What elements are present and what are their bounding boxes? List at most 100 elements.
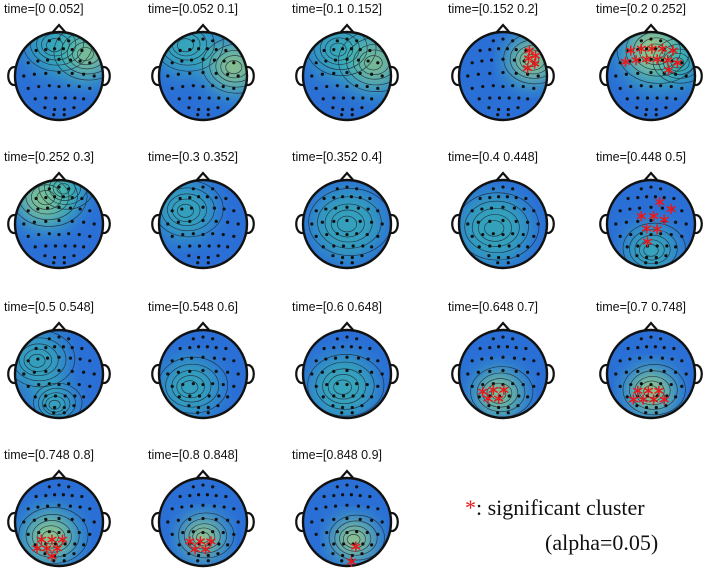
electrode-dot <box>170 86 174 90</box>
electrode-dot <box>636 369 640 373</box>
panel-time-label: time=[0.3 0.352] <box>148 150 238 164</box>
electrode-dot <box>340 261 344 265</box>
electrode-dot <box>47 485 51 489</box>
electrode-dot <box>26 61 30 65</box>
electrode-dot <box>380 74 384 78</box>
electrode-dot <box>92 372 96 376</box>
electrode-dot <box>88 384 92 388</box>
electrode-dot <box>166 74 170 78</box>
electrode-dot <box>26 384 30 388</box>
electrode-dot <box>43 404 47 408</box>
electrode-dot <box>226 395 230 399</box>
electrode-dot <box>488 71 492 75</box>
electrode-dot <box>36 505 40 509</box>
electrode-dot <box>477 245 481 249</box>
electrode-dot <box>507 244 511 248</box>
electrode-dot <box>332 71 336 75</box>
electrode-dot <box>216 552 220 556</box>
electrode-dot <box>80 48 84 53</box>
nose <box>495 23 511 34</box>
electrode-dot <box>92 520 96 524</box>
electrode-dot <box>187 552 191 556</box>
electrode-dot <box>526 97 530 101</box>
electrode-dot <box>176 518 180 522</box>
electrode-dot <box>355 232 359 236</box>
electrode-dot <box>324 357 328 361</box>
electrode-dot <box>370 395 374 399</box>
right-ear <box>102 65 111 87</box>
electrode-dot <box>380 222 384 226</box>
electrode-dot <box>491 382 495 386</box>
electrode-dot <box>166 520 170 524</box>
electrode-dot <box>57 70 61 75</box>
electrode-dot <box>177 395 181 399</box>
electrode-dot <box>684 222 688 226</box>
electrode-dot <box>664 404 668 408</box>
electrode-dot <box>489 206 494 210</box>
electrode-dot <box>659 232 663 236</box>
electrode-dot <box>47 530 51 534</box>
significant-cluster-marker <box>483 393 493 404</box>
significant-cluster-marker <box>185 536 195 547</box>
electrode-dot <box>70 494 74 498</box>
head-topomap <box>599 23 703 122</box>
electrode-dot <box>47 84 51 88</box>
electrode-dot <box>178 494 182 499</box>
electrode-dot <box>664 254 668 258</box>
electrode-dot <box>236 222 240 226</box>
electrode-dot <box>662 369 666 373</box>
electrode-dot <box>57 382 61 387</box>
electrode-dot <box>497 244 502 248</box>
significant-cluster-marker <box>200 544 211 555</box>
panel-time-label: time=[0.6 0.648] <box>292 300 382 314</box>
panel-time-label: time=[0.7 0.748] <box>596 300 686 314</box>
electrode-dot <box>649 335 653 339</box>
electrode-dot <box>360 552 364 556</box>
electrode-dot <box>196 559 200 563</box>
right-ear <box>546 363 555 385</box>
electrode-dot <box>341 345 345 349</box>
nose <box>195 171 211 182</box>
electrode-dot <box>324 59 328 63</box>
electrode-dot <box>67 485 71 489</box>
electrode-dot <box>331 552 335 556</box>
electrode-dot <box>491 337 495 341</box>
electrode-dot <box>45 58 50 62</box>
electrode-dot <box>470 209 474 213</box>
electrode-dot <box>189 356 194 360</box>
electrode-dot <box>221 232 225 237</box>
electrode-dot <box>644 411 648 415</box>
significant-cluster-marker <box>663 64 674 76</box>
head-outline <box>457 30 549 122</box>
electrode-dot <box>341 244 346 248</box>
left-ear <box>295 511 304 533</box>
electrode-dot <box>514 48 518 52</box>
electrode-dot <box>506 411 510 415</box>
electrode-dot <box>501 185 505 189</box>
electrode-dot <box>57 205 61 209</box>
electrode-dot <box>649 57 653 61</box>
electrode-dot <box>26 86 30 90</box>
electrode-dot <box>188 517 192 521</box>
electrode-dot <box>496 113 500 117</box>
electrode-dot <box>355 337 359 341</box>
electrode-dot <box>349 493 353 497</box>
electrode-dot <box>53 542 58 546</box>
electrode-dot <box>341 394 346 398</box>
electrode-dot <box>22 74 26 78</box>
electrode-dot <box>34 48 38 53</box>
electrode-dot <box>654 113 658 117</box>
head-topomap <box>295 171 399 270</box>
electrode-dot <box>522 207 526 211</box>
electrode-dot <box>68 504 73 508</box>
left-ear <box>151 511 160 533</box>
electrode-dot <box>654 107 658 112</box>
electrode-dot <box>376 209 380 213</box>
electrode-dot <box>201 218 205 223</box>
electrode-dot <box>332 394 336 398</box>
electrode-dot <box>52 411 56 415</box>
electrode-dot <box>36 207 40 211</box>
head-topomap <box>7 321 111 420</box>
electrode-dot <box>222 357 226 361</box>
electrode-dot <box>350 113 354 117</box>
